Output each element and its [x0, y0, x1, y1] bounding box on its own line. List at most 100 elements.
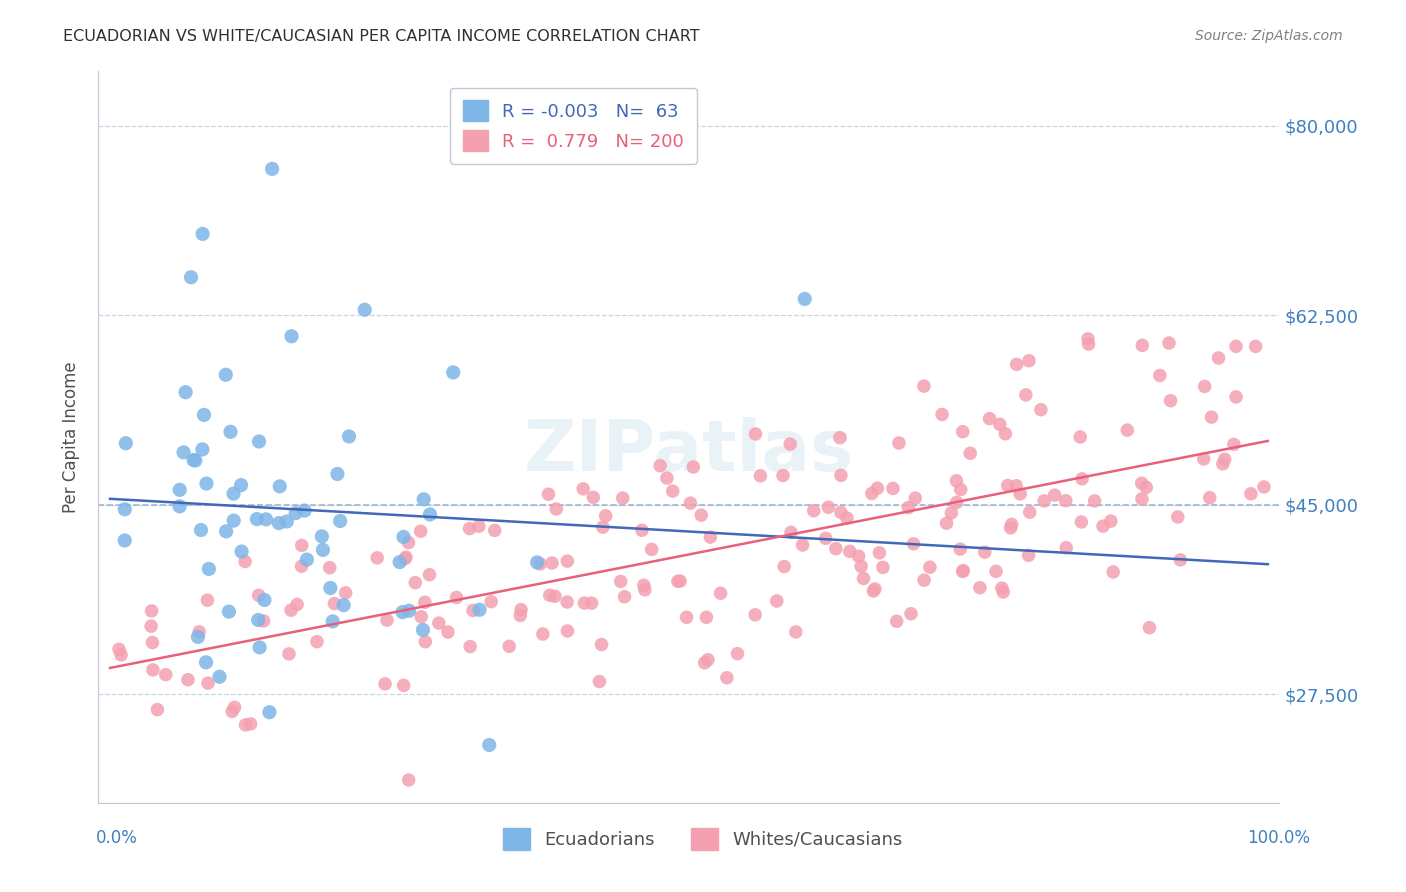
Point: [538, 588, 561, 602]
Point: [1116, 423, 1139, 437]
Point: [1225, 339, 1247, 353]
Point: [1070, 515, 1092, 529]
Text: ZIPatlas: ZIPatlas: [524, 417, 853, 486]
Point: [830, 505, 852, 519]
Point: [173, 445, 195, 459]
Point: [852, 571, 875, 585]
Point: [326, 467, 349, 481]
Point: [544, 589, 567, 603]
Point: [631, 523, 654, 537]
Point: [215, 368, 238, 382]
Point: [1005, 358, 1028, 372]
Point: [555, 595, 578, 609]
Point: [661, 484, 683, 499]
Point: [912, 573, 935, 587]
Point: [398, 772, 420, 787]
Point: [221, 705, 243, 719]
Point: [710, 586, 733, 600]
Point: [1069, 430, 1091, 444]
Point: [935, 516, 957, 531]
Point: [1043, 488, 1066, 502]
Point: [1130, 476, 1153, 491]
Point: [817, 500, 839, 515]
Point: [1244, 339, 1267, 353]
Point: [860, 486, 883, 500]
Point: [1194, 379, 1216, 393]
Point: [253, 593, 276, 607]
Point: [114, 436, 136, 450]
Point: [427, 616, 450, 631]
Point: [824, 541, 846, 556]
Point: [208, 670, 231, 684]
Point: [830, 468, 852, 483]
Point: [285, 598, 308, 612]
Point: [276, 515, 298, 529]
Point: [1029, 402, 1052, 417]
Point: [1192, 452, 1215, 467]
Point: [141, 635, 163, 649]
Point: [537, 487, 560, 501]
Point: [582, 491, 605, 505]
Point: [218, 605, 240, 619]
Point: [337, 429, 360, 443]
Point: [468, 603, 491, 617]
Point: [641, 542, 664, 557]
Point: [391, 605, 413, 619]
Point: [187, 630, 209, 644]
Text: 0.0%: 0.0%: [96, 829, 138, 847]
Point: [184, 453, 207, 467]
Point: [979, 411, 1001, 425]
Point: [305, 634, 328, 648]
Point: [446, 591, 468, 605]
Point: [193, 408, 215, 422]
Point: [1001, 517, 1024, 532]
Point: [479, 595, 502, 609]
Point: [177, 673, 200, 687]
Point: [278, 647, 301, 661]
Point: [180, 270, 202, 285]
Point: [269, 479, 291, 493]
Point: [366, 550, 388, 565]
Point: [572, 482, 595, 496]
Point: [863, 582, 886, 596]
Point: [246, 512, 269, 526]
Point: [952, 565, 974, 579]
Point: [945, 495, 967, 509]
Point: [222, 514, 245, 528]
Point: [114, 533, 136, 548]
Point: [259, 705, 281, 719]
Point: [679, 496, 702, 510]
Point: [174, 385, 197, 400]
Point: [1213, 452, 1236, 467]
Point: [814, 532, 837, 546]
Point: [993, 585, 1015, 599]
Point: [949, 542, 972, 557]
Point: [332, 598, 354, 612]
Point: [633, 578, 655, 592]
Point: [1139, 621, 1161, 635]
Point: [675, 610, 697, 624]
Point: [262, 161, 284, 176]
Point: [374, 677, 396, 691]
Point: [169, 500, 191, 514]
Point: [412, 623, 434, 637]
Point: [191, 227, 214, 241]
Point: [1149, 368, 1171, 383]
Text: ECUADORIAN VS WHITE/CAUCASIAN PER CAPITA INCOME CORRELATION CHART: ECUADORIAN VS WHITE/CAUCASIAN PER CAPITA…: [63, 29, 700, 44]
Point: [322, 615, 344, 629]
Point: [290, 559, 312, 574]
Point: [188, 624, 211, 639]
Point: [1130, 491, 1153, 506]
Point: [1223, 437, 1246, 451]
Point: [1077, 332, 1099, 346]
Point: [191, 442, 214, 457]
Point: [988, 417, 1011, 432]
Point: [780, 525, 803, 540]
Point: [413, 595, 436, 609]
Point: [398, 535, 420, 549]
Point: [1135, 480, 1157, 494]
Point: [613, 590, 636, 604]
Point: [280, 329, 302, 343]
Point: [803, 504, 825, 518]
Point: [969, 581, 991, 595]
